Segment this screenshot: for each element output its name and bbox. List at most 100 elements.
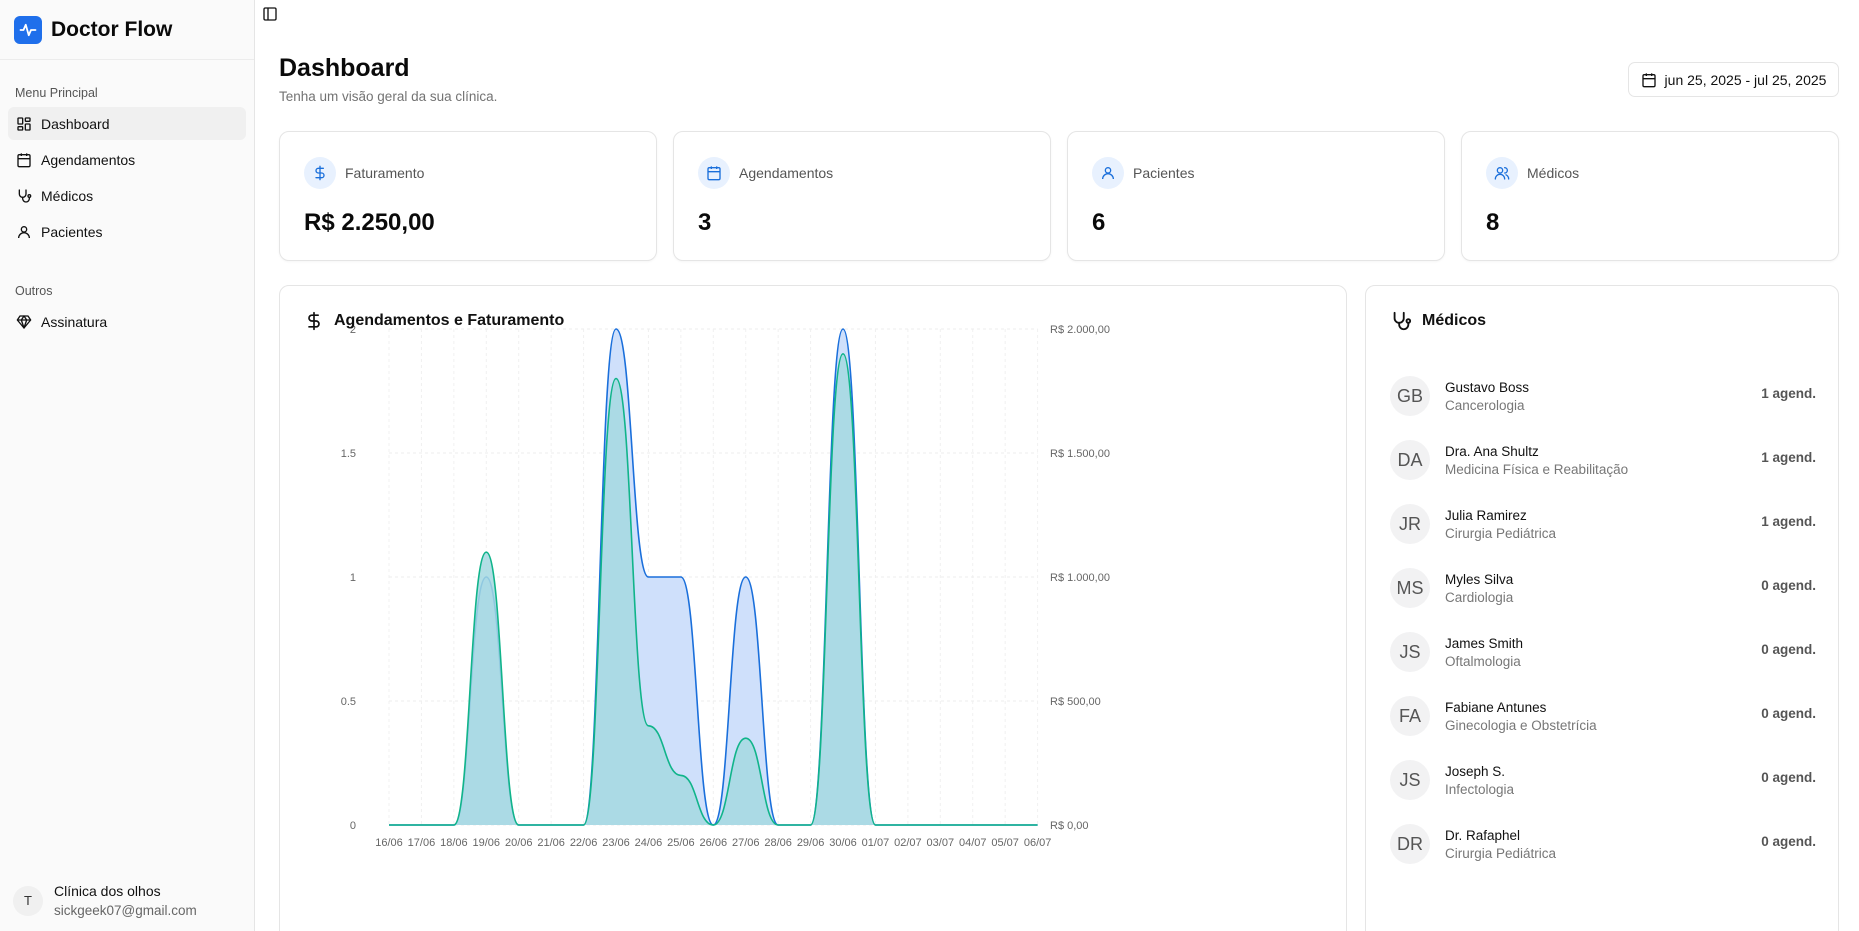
user-email: sickgeek07@gmail.com [54,903,197,918]
y-left-tick-label: 2 [350,324,356,336]
sidebar-item-label: Dashboard [41,115,110,132]
avatar: DR [1390,824,1430,864]
y-left-tick-label: 1 [350,572,356,584]
y-left-tick-label: 0.5 [341,696,356,708]
user-icon [1092,157,1124,189]
sidebar-item-agendamentos[interactable]: Agendamentos [8,143,246,176]
sidebar-item-dashboard[interactable]: Dashboard [8,107,246,140]
appointment-count: 0 agend. [1761,706,1816,721]
user-name: Clínica dos olhos [54,883,161,899]
x-tick-label: 04/07 [959,837,987,849]
stat-card-medicos: Médicos 8 [1461,131,1839,261]
list-item[interactable]: MS Myles Silva Cardiologia 0 agend. [1390,556,1816,620]
dashboard-icon [17,116,31,131]
list-item[interactable]: FA Fabiane Antunes Ginecologia e Obstetríc… [1390,684,1816,748]
stethoscope-icon [1393,311,1412,331]
user-icon [18,225,30,238]
y-left-tick-label: 0 [350,820,356,832]
avatar: JS [1390,760,1430,800]
appointment-count: 1 agend. [1761,386,1816,401]
doctor-name: Myles Silva [1445,571,1514,587]
x-tick-label: 26/06 [700,837,728,849]
x-tick-label: 20/06 [505,837,533,849]
x-tick-label: 02/07 [894,837,922,849]
sidebar: Doctor Flow Menu Principal Dashboard Age… [0,0,255,931]
y-right-tick-label: R$ 1.000,00 [1050,572,1110,584]
sidebar-item-pacientes[interactable]: Pacientes [8,215,246,248]
list-item[interactable]: DR Dr. Rafaphel Cirurgia Pediátrica 0 agend… [1390,812,1816,876]
doctor-specialty: Oftalmologia [1445,653,1521,669]
x-tick-label: 19/06 [473,837,501,849]
doctor-name: Julia Ramirez [1445,507,1527,523]
appointment-count: 0 agend. [1761,578,1816,593]
stat-value: 3 [698,209,712,236]
stethoscope-icon [18,188,32,203]
user-menu[interactable]: T Clínica dos olhos sickgeek07@gmail.com [13,883,197,918]
main-nav: Dashboard Agendamentos Médicos Pacientes [0,107,254,248]
appointment-count: 1 agend. [1761,450,1816,465]
avatar: MS [1390,568,1430,608]
users-icon [1486,157,1518,189]
calendar-icon [698,157,730,189]
stat-label: Pacientes [1133,165,1195,181]
x-tick-label: 29/06 [797,837,825,849]
sidebar-toggle-icon[interactable] [262,6,278,22]
doctor-name: Dra. Ana Shultz [1445,443,1539,459]
doctor-specialty: Cirurgia Pediátrica [1445,845,1557,861]
x-tick-label: 18/06 [440,837,468,849]
x-tick-label: 16/06 [375,837,403,849]
list-item[interactable]: GB Gustavo Boss Cancerologia 1 agend. [1390,364,1816,428]
stat-card-agendamentos: Agendamentos 3 [673,131,1051,261]
sidebar-item-label: Agendamentos [41,151,136,168]
list-item[interactable]: JS James Smith Oftalmologia 0 agend. [1390,620,1816,684]
brand[interactable]: Doctor Flow [0,0,254,60]
area-chart: 0 R$ 0,00 0.5 R$ 500,00 1 R$ 1.000,00 1.5 R$ 1.… [341,324,1110,849]
appointment-count: 0 agend. [1761,642,1816,657]
dollar-icon [308,311,320,331]
x-tick-label: 22/06 [570,837,598,849]
avatar: DA [1390,440,1430,480]
avatar: JS [1390,632,1430,672]
stat-value: 8 [1486,209,1500,236]
doctor-specialty: Cardiologia [1445,589,1514,605]
doctor-name: Dr. Rafaphel [1445,827,1521,843]
appointment-count: 1 agend. [1761,514,1816,529]
dollar-icon [304,157,336,189]
avatar: GB [1390,376,1430,416]
doctor-specialty: Infectologia [1445,781,1515,797]
stat-value: 6 [1092,209,1106,236]
y-right-tick-label: R$ 0,00 [1050,820,1089,832]
date-range-picker[interactable]: jun 25, 2025 - jul 25, 2025 [1628,62,1839,97]
avatar: JR [1390,504,1430,544]
doctor-specialty: Ginecologia e Obstetrícia [1445,717,1597,733]
other-group-label: Outros [15,284,53,298]
avatar: FA [1390,696,1430,736]
doctor-name: Fabiane Antunes [1445,699,1547,715]
appointment-count: 0 agend. [1761,770,1816,785]
y-right-tick-label: R$ 500,00 [1050,696,1101,708]
list-item[interactable]: JS Joseph S. Infectologia 0 agend. [1390,748,1816,812]
sidebar-item-label: Pacientes [41,223,103,240]
series-line-1 [388,352,1038,826]
x-tick-label: 17/06 [408,837,436,849]
y-left-tick-label: 1.5 [341,448,356,460]
stat-card-faturamento: Faturamento R$ 2.250,00 [279,131,657,261]
doctors-title: Médicos [1422,312,1487,329]
list-item[interactable]: JR Julia Ramirez Cirurgia Pediátrica 1 agen… [1390,492,1816,556]
stat-label: Agendamentos [739,165,834,181]
doctor-specialty: Cirurgia Pediátrica [1445,525,1557,541]
stat-card-pacientes: Pacientes 6 [1067,131,1445,261]
y-right-tick-label: R$ 2.000,00 [1050,324,1110,336]
sidebar-item-medicos[interactable]: Médicos [8,179,246,212]
x-tick-label: 06/07 [1024,837,1052,849]
doctor-name: Gustavo Boss [1445,379,1530,395]
app-name: Doctor Flow [51,17,173,41]
date-range-label: jun 25, 2025 - jul 25, 2025 [1664,71,1827,88]
sidebar-item-label: Assinatura [41,313,108,330]
sidebar-item-assinatura[interactable]: Assinatura [8,305,246,338]
x-tick-label: 05/07 [991,837,1019,849]
doctors-list: GB Gustavo Boss Cancerologia 1 agend. DA Dra… [1390,364,1816,876]
list-item[interactable]: DA Dra. Ana Shultz Medicina Física e Reabi… [1390,428,1816,492]
x-tick-label: 28/06 [764,837,792,849]
chart-title: Agendamentos e Faturamento [334,312,565,329]
